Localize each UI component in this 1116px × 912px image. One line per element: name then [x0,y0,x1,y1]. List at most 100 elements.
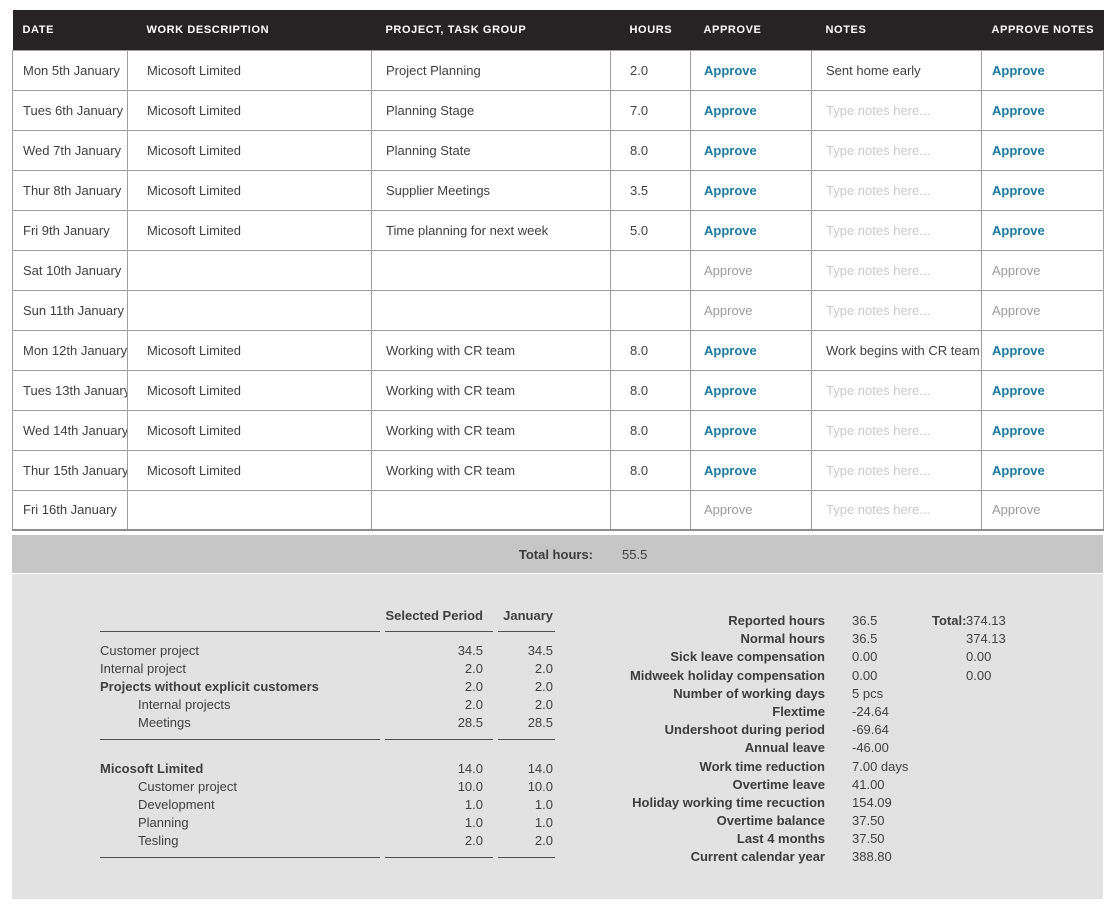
header-project-task-group: PROJECT, TASK GROUP [371,10,611,50]
header-work-description: WORK DESCRIPTION [127,10,372,50]
notes-field[interactable]: Type notes here... [826,102,931,118]
approve-hours-link[interactable]: Approve [704,462,757,478]
project-task-cell: Working with CR team [371,409,611,451]
notes-field[interactable]: Type notes here... [826,422,931,438]
approve-notes-link[interactable]: Approve [992,222,1045,238]
stat-value: -69.64 [852,722,889,738]
stat-label: Work time reduction [699,758,825,774]
approve-cell: Approve [690,449,812,491]
timesheet-row: Tues 13th January Micosoft Limited Worki… [12,369,1104,411]
work-description-cell [127,489,372,531]
approve-notes-cell: Approve [981,489,1104,531]
approve-notes-link[interactable]: Approve [992,182,1045,198]
notes-field[interactable]: Work begins with CR team [826,342,980,358]
approve-hours-link[interactable]: Approve [704,422,757,438]
stat-row: Flextime -24.64 [12,704,1103,722]
summary-row-label: Customer project [138,779,237,794]
work-description-cell: Micosoft Limited [127,169,372,211]
timesheet-table: DATE WORK DESCRIPTION PROJECT, TASK GROU… [12,10,1104,531]
summary-selected-period-value: 2.0 [385,832,493,858]
work-description-cell: Micosoft Limited [127,129,372,171]
approve-hours-link: Approve [704,502,753,518]
approve-notes-cell: Approve [981,89,1104,131]
stat-total [923,740,1103,755]
summary-january-value: 10.0 [527,779,553,794]
stat-value: 41.00 [852,776,885,792]
summary-row-label: Internal projects [138,697,231,712]
date-cell: Tues 6th January [12,89,128,131]
stat-value: 388.80 [852,849,892,865]
approve-notes-link[interactable]: Approve [992,62,1045,78]
hours-cell: 8.0 [610,369,691,411]
approve-hours-link[interactable]: Approve [704,62,757,78]
approve-cell: Approve [690,49,812,91]
summary-january-value: 2.0 [534,679,553,694]
summary-selected-period-value: 1.0 [464,797,483,812]
stat-label: Reported hours [728,613,825,628]
date-cell: Mon 5th January [12,49,128,91]
notes-cell: Type notes here... [811,129,982,171]
stat-label: Undershoot during period [664,722,825,738]
timesheet-row: Thur 15th January Micosoft Limited Worki… [12,449,1104,491]
approve-hours-link[interactable]: Approve [704,382,757,398]
stat-label: Flextime [772,703,825,719]
approve-notes-link[interactable]: Approve [992,342,1045,358]
stat-value: 36.5 [852,613,878,628]
approve-cell: Approve [690,289,812,331]
summary-selected-period-value: 2.0 [464,679,483,694]
summary-row: Internal projects 2.0 2.0 [100,696,555,714]
project-task-cell: Planning Stage [371,89,611,131]
summary-header-january: January [498,607,555,632]
stat-row: Normal hours 36.5 374.13 [12,631,1103,649]
summary-row: Tesling 2.0 2.0 [100,832,555,858]
notes-field[interactable]: Sent home early [826,62,921,78]
stat-value: 37.50 [852,831,885,847]
project-task-cell: Project Planning [371,49,611,91]
approve-notes-link[interactable]: Approve [992,422,1045,438]
approve-hours-link[interactable]: Approve [704,222,757,238]
approve-hours-link[interactable]: Approve [704,142,757,158]
approve-notes-link[interactable]: Approve [992,462,1045,478]
approve-notes-link[interactable]: Approve [992,102,1045,118]
stat-row: Annual leave -46.00 [12,740,1103,758]
notes-field[interactable]: Type notes here... [826,142,931,158]
approve-notes-cell: Approve [981,209,1104,251]
date-cell: Wed 14th January [12,409,128,451]
summary-row: Customer project 34.5 34.5 [100,632,555,660]
stat-label: Normal hours [740,631,825,647]
notes-field[interactable]: Type notes here... [826,222,931,238]
summary-january-value: 28.5 [498,714,555,740]
work-description-cell: Micosoft Limited [127,209,372,251]
approve-hours-link[interactable]: Approve [704,182,757,198]
summary-selected-period-value: 1.0 [464,815,483,830]
header-notes: NOTES [811,10,982,50]
stat-label: Number of working days [673,685,825,701]
approve-hours-link[interactable]: Approve [704,102,757,118]
timesheet-row: Mon 5th January Micosoft Limited Project… [12,49,1104,91]
notes-field[interactable]: Type notes here... [826,182,931,198]
work-description-cell: Micosoft Limited [127,369,372,411]
hours-cell [610,289,691,331]
notes-field[interactable]: Type notes here... [826,262,931,278]
notes-field[interactable]: Type notes here... [826,302,931,318]
approve-cell: Approve [690,89,812,131]
notes-field[interactable]: Type notes here... [826,502,931,518]
approve-notes-link[interactable]: Approve [992,382,1045,398]
stat-total [923,849,1103,864]
notes-field[interactable]: Type notes here... [826,382,931,398]
approve-cell: Approve [690,329,812,371]
notes-cell: Type notes here... [811,209,982,251]
notes-cell: Type notes here... [811,409,982,451]
summary-selected-period-value: 2.0 [464,697,483,712]
summary-row: Customer project 10.0 10.0 [100,778,555,796]
notes-field[interactable]: Type notes here... [826,462,931,478]
timesheet-row: Fri 16th January Approve Type notes here… [12,489,1104,531]
stat-total-value: 374.13 [966,631,1006,647]
summary-row: Meetings 28.5 28.5 [100,714,555,740]
approve-notes-cell: Approve [981,129,1104,171]
summary-january-value: 2.0 [534,697,553,712]
stat-value: 5 pcs [852,685,884,701]
approve-notes-link[interactable]: Approve [992,142,1045,158]
approve-hours-link[interactable]: Approve [704,342,757,358]
summary-panel: Selected Period January Customer project… [12,574,1103,899]
